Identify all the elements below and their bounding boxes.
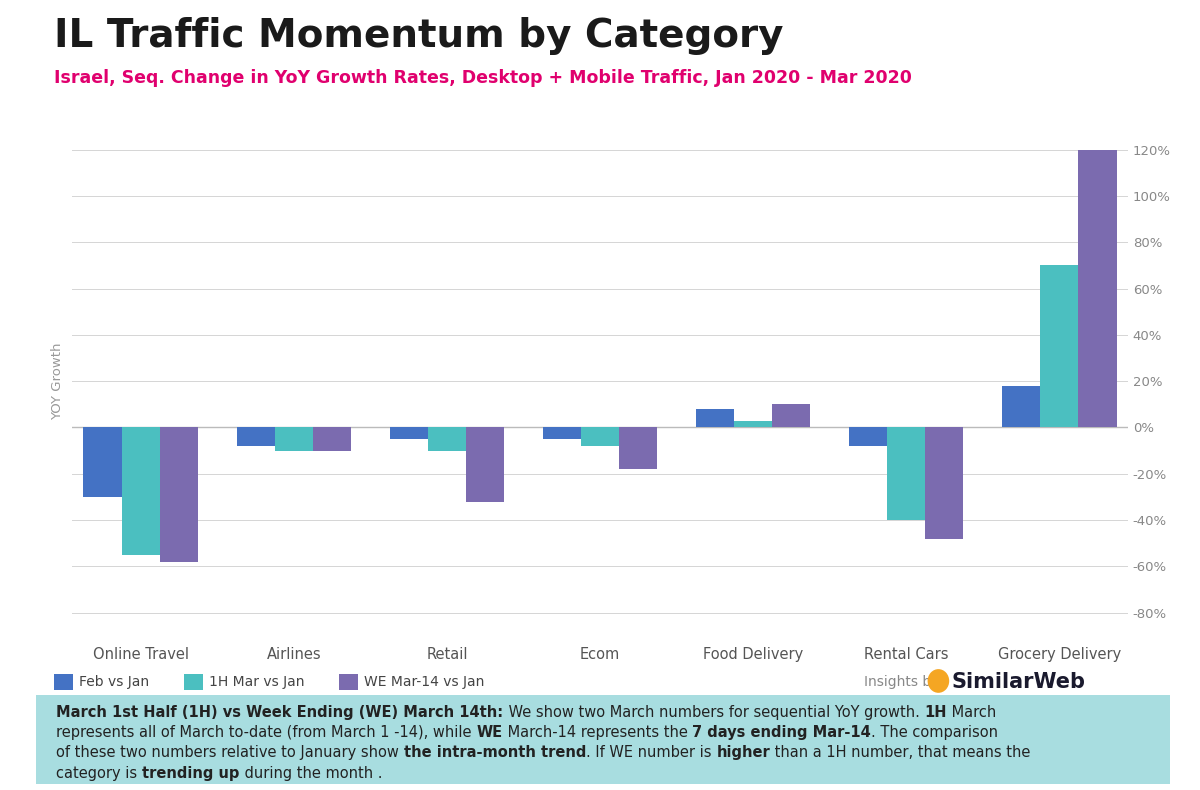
Text: WE: WE	[476, 725, 503, 740]
Text: March: March	[947, 705, 996, 720]
Bar	[887, 427, 925, 520]
Text: 1H Mar vs Jan: 1H Mar vs Jan	[209, 675, 305, 689]
Text: March-14 represents the: March-14 represents the	[503, 725, 692, 740]
Bar	[581, 427, 619, 446]
Bar	[121, 427, 160, 555]
Text: category is: category is	[56, 766, 142, 781]
Text: than a 1H number, that means the: than a 1H number, that means the	[770, 745, 1031, 760]
Text: Feb vs Jan: Feb vs Jan	[79, 675, 149, 689]
Text: . The comparison: . The comparison	[871, 725, 998, 740]
Text: higher: higher	[716, 745, 770, 760]
Bar	[236, 427, 275, 446]
Text: of these two numbers relative to January show: of these two numbers relative to January…	[56, 745, 404, 760]
Bar	[428, 427, 466, 450]
Text: Insights by: Insights by	[864, 675, 940, 689]
Bar	[1002, 386, 1040, 427]
Bar	[696, 409, 734, 427]
Bar	[313, 427, 352, 450]
Text: March 1st Half (1H) vs Week Ending (WE) March 14th:: March 1st Half (1H) vs Week Ending (WE) …	[56, 705, 504, 720]
Bar	[275, 427, 313, 450]
Bar	[925, 427, 964, 539]
Bar	[390, 427, 428, 439]
Text: We show two March numbers for sequential YoY growth.: We show two March numbers for sequential…	[504, 705, 924, 720]
Text: . If WE number is: . If WE number is	[587, 745, 716, 760]
Text: WE Mar-14 vs Jan: WE Mar-14 vs Jan	[365, 675, 485, 689]
Bar	[466, 427, 504, 502]
Bar	[734, 420, 772, 427]
Bar	[542, 427, 581, 439]
Text: during the month .: during the month .	[240, 766, 382, 781]
Bar	[619, 427, 658, 469]
Bar	[84, 427, 121, 497]
Bar	[1040, 265, 1079, 427]
Bar	[848, 427, 887, 446]
Bar	[1079, 149, 1116, 427]
Bar	[772, 404, 810, 427]
Text: represents all of March to-date (from March 1 -14), while: represents all of March to-date (from Ma…	[56, 725, 476, 740]
Text: trending up: trending up	[142, 766, 240, 781]
Text: Israel, Seq. Change in YoY Growth Rates, Desktop + Mobile Traffic, Jan 2020 - Ma: Israel, Seq. Change in YoY Growth Rates,…	[54, 69, 912, 87]
Bar	[160, 427, 198, 562]
Text: SimilarWeb: SimilarWeb	[952, 672, 1086, 692]
Y-axis label: YOY Growth: YOY Growth	[50, 342, 64, 420]
Text: 1H: 1H	[924, 705, 947, 720]
Text: 7 days ending Mar-14: 7 days ending Mar-14	[692, 725, 871, 740]
Text: the intra-month trend: the intra-month trend	[404, 745, 587, 760]
Text: IL Traffic Momentum by Category: IL Traffic Momentum by Category	[54, 17, 784, 55]
